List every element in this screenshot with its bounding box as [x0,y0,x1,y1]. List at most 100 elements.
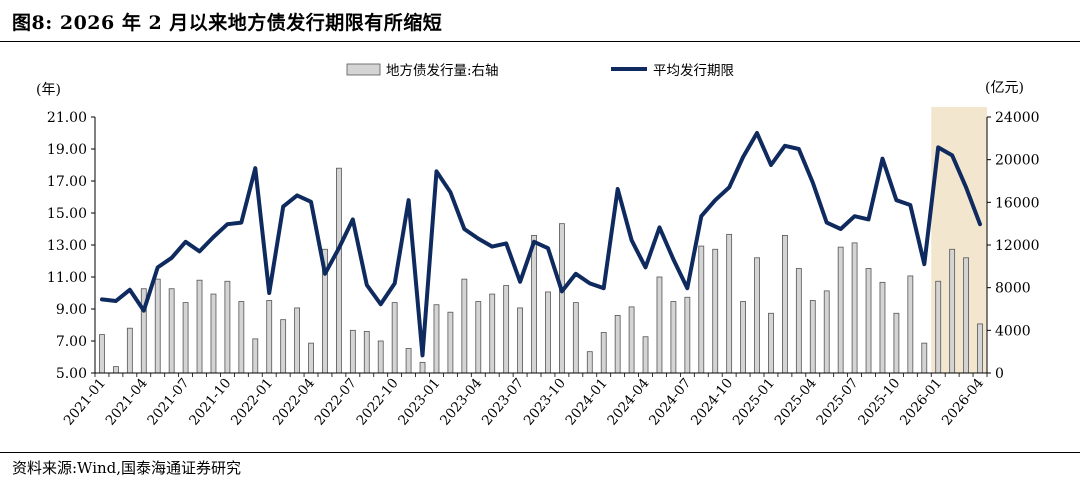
x-tick-label: 2021-07 [144,375,192,428]
bar-2022-10 [391,302,398,374]
x-tick-label: 2023-07 [479,375,527,428]
x-tick-label: 2024-01 [562,375,610,428]
bar-2024-11 [740,301,746,374]
bar-2025-01 [768,312,774,374]
left-tick-label: 5.00 [56,366,87,382]
x-tick-label: 2022-10 [353,375,401,428]
x-tick-label: 2023-04 [437,375,485,428]
bar-2024-08 [698,245,705,374]
bar-2023-01 [433,304,440,374]
bar-2024-09 [712,248,719,374]
left-axis-unit: (年) [36,82,61,98]
x-tick-label: 2025-07 [813,375,861,428]
source-note: 资料来源:Wind,国泰海通证券研究 [12,459,242,477]
bar-2023-11 [572,302,579,374]
right-tick-label: 12000 [995,238,1040,254]
right-tick-label: 4000 [995,323,1031,339]
left-axis-ticks: 21.00 19.00 17.00 15.00 13.00 11.00 9.00 7.00 5.… [47,110,95,382]
x-tick-label: 2026-01 [897,375,945,428]
legend-bar-swatch [346,63,381,76]
bar-2024-05 [656,276,663,374]
line-series [100,131,982,358]
right-tick-label: 24000 [995,110,1040,126]
bar-2025-12 [921,342,928,374]
title-rule [0,41,1080,42]
legend-bar-label: 地方债发行量:右轴 [386,63,499,79]
x-tick-label: 2022-04 [270,375,318,428]
bar-2021-07 [182,302,189,374]
x-axis-ticks: 2021-012021-042021-072021-102022-012022-… [61,373,988,429]
bar-2026-01 [935,280,942,374]
x-tick-label: 2024-07 [646,375,694,428]
legend: 地方债发行量:右轴 平均发行期限 [346,63,734,79]
bar-2024-07 [684,296,691,374]
bar-2025-04 [809,300,816,374]
bar-2022-03 [294,307,300,374]
bar-2021-08 [196,279,203,374]
footer-rule [0,452,1080,453]
bar-2023-05 [489,293,496,374]
bar-2021-03 [126,327,133,374]
bar-2024-06 [670,301,677,374]
chart: 21.00 19.00 17.00 15.00 13.00 11.00 9.00 7.00 5.… [36,63,1040,429]
x-tick-label: 2025-01 [730,375,778,428]
left-tick-label: 9.00 [56,302,87,318]
bar-2025-10 [893,312,900,374]
bar-2025-05 [823,290,830,374]
x-tick-label: 2024-10 [688,375,736,428]
x-tick-label: 2024-04 [604,375,652,428]
bar-2023-04 [475,301,482,374]
bar-2025-07 [851,242,858,374]
left-tick-label: 19.00 [47,142,87,158]
bar-2026-04 [977,323,983,374]
x-tick-label: 2025-04 [772,375,820,428]
bar-2021-09 [210,293,217,374]
bar-2024-10 [726,233,733,374]
right-axis-ticks: 24000 20000 16000 12000 8000 4000 0 [987,110,1040,382]
bar-2021-11 [238,301,245,374]
left-tick-label: 11.00 [47,270,87,286]
bar-2021-06 [168,288,175,374]
bar-2023-10 [559,223,565,374]
legend-line-label: 平均发行期限 [653,63,734,79]
bar-2024-02 [614,314,621,374]
bar-2023-02 [447,311,454,374]
bar-2026-02 [949,248,956,374]
bar-2023-03 [461,278,468,374]
bar-2021-10 [224,280,231,374]
bar-2022-04 [308,342,314,374]
left-tick-label: 17.00 [47,174,87,190]
bar-2022-08 [363,330,370,374]
x-tick-label: 2021-10 [186,375,234,428]
bar-2022-01 [266,300,273,374]
bar-2022-06 [336,167,342,374]
right-tick-label: 8000 [995,281,1031,297]
bar-2025-03 [795,268,802,374]
bar-2024-12 [754,257,760,374]
bar-2022-07 [349,329,356,374]
bar-2022-02 [280,319,287,374]
right-tick-label: 0 [995,366,1004,382]
x-tick-label: 2023-10 [521,375,569,428]
right-axis-unit: (亿元) [985,80,1024,96]
bar-2022-09 [377,340,384,374]
left-tick-label: 7.00 [56,334,87,350]
right-tick-label: 20000 [995,153,1040,169]
x-tick-label: 2021-01 [61,375,109,428]
bar-2025-11 [907,275,914,374]
x-tick-label: 2026-04 [939,375,987,428]
bar-2022-12 [419,361,426,374]
bar-2023-08 [531,234,537,374]
bar-2023-06 [503,285,510,374]
x-tick-label: 2023-01 [395,375,443,428]
bar-series [99,167,983,374]
bar-2023-07 [517,307,523,374]
left-tick-label: 15.00 [47,206,87,222]
bar-2022-11 [405,348,412,374]
bar-2021-02 [113,366,119,374]
bar-2021-05 [154,278,161,374]
bar-2025-09 [879,281,886,374]
x-tick-label: 2021-04 [103,375,151,428]
bar-2023-12 [586,351,593,374]
figure-title: 图8: 2026 年 2 月以来地方债发行期限有所缩短 [12,12,443,34]
